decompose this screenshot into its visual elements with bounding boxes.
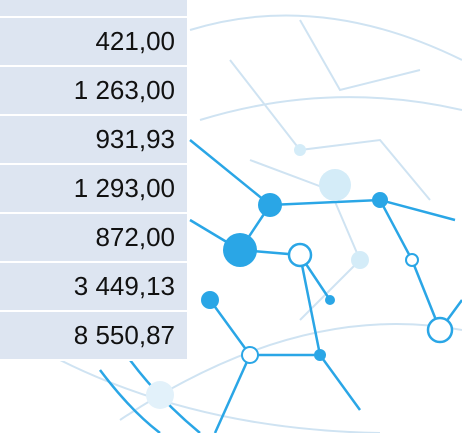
node [223,233,257,267]
node [241,346,259,364]
table-cell: 1 263,00 [0,67,187,116]
cell-text: 8 550,87 [73,320,175,350]
node [294,144,306,156]
table-cell: 421,00 [0,18,187,67]
node [372,192,388,208]
node [287,242,313,268]
node [319,169,351,201]
cell-text: 1 263,00 [73,75,175,105]
node [258,193,282,217]
table-cell: 1 293,00 [0,165,187,214]
node [325,295,335,305]
cell-text: 872,00 [95,222,175,252]
node [146,381,174,409]
partial-row [0,0,187,18]
node [426,316,454,344]
table-cell: 872,00 [0,214,187,263]
cell-text: 1 293,00 [73,173,175,203]
cell-text: 931,93 [95,124,175,154]
node [351,251,369,269]
network-nodes [146,144,454,409]
node [405,253,419,267]
cell-text: 421,00 [95,26,175,56]
cell-text: 3 449,13 [73,271,175,301]
table-cell: 3 449,13 [0,263,187,312]
node [314,349,326,361]
node [201,291,219,309]
table-cell: 931,93 [0,116,187,165]
table-cell: 8 550,87 [0,312,187,361]
